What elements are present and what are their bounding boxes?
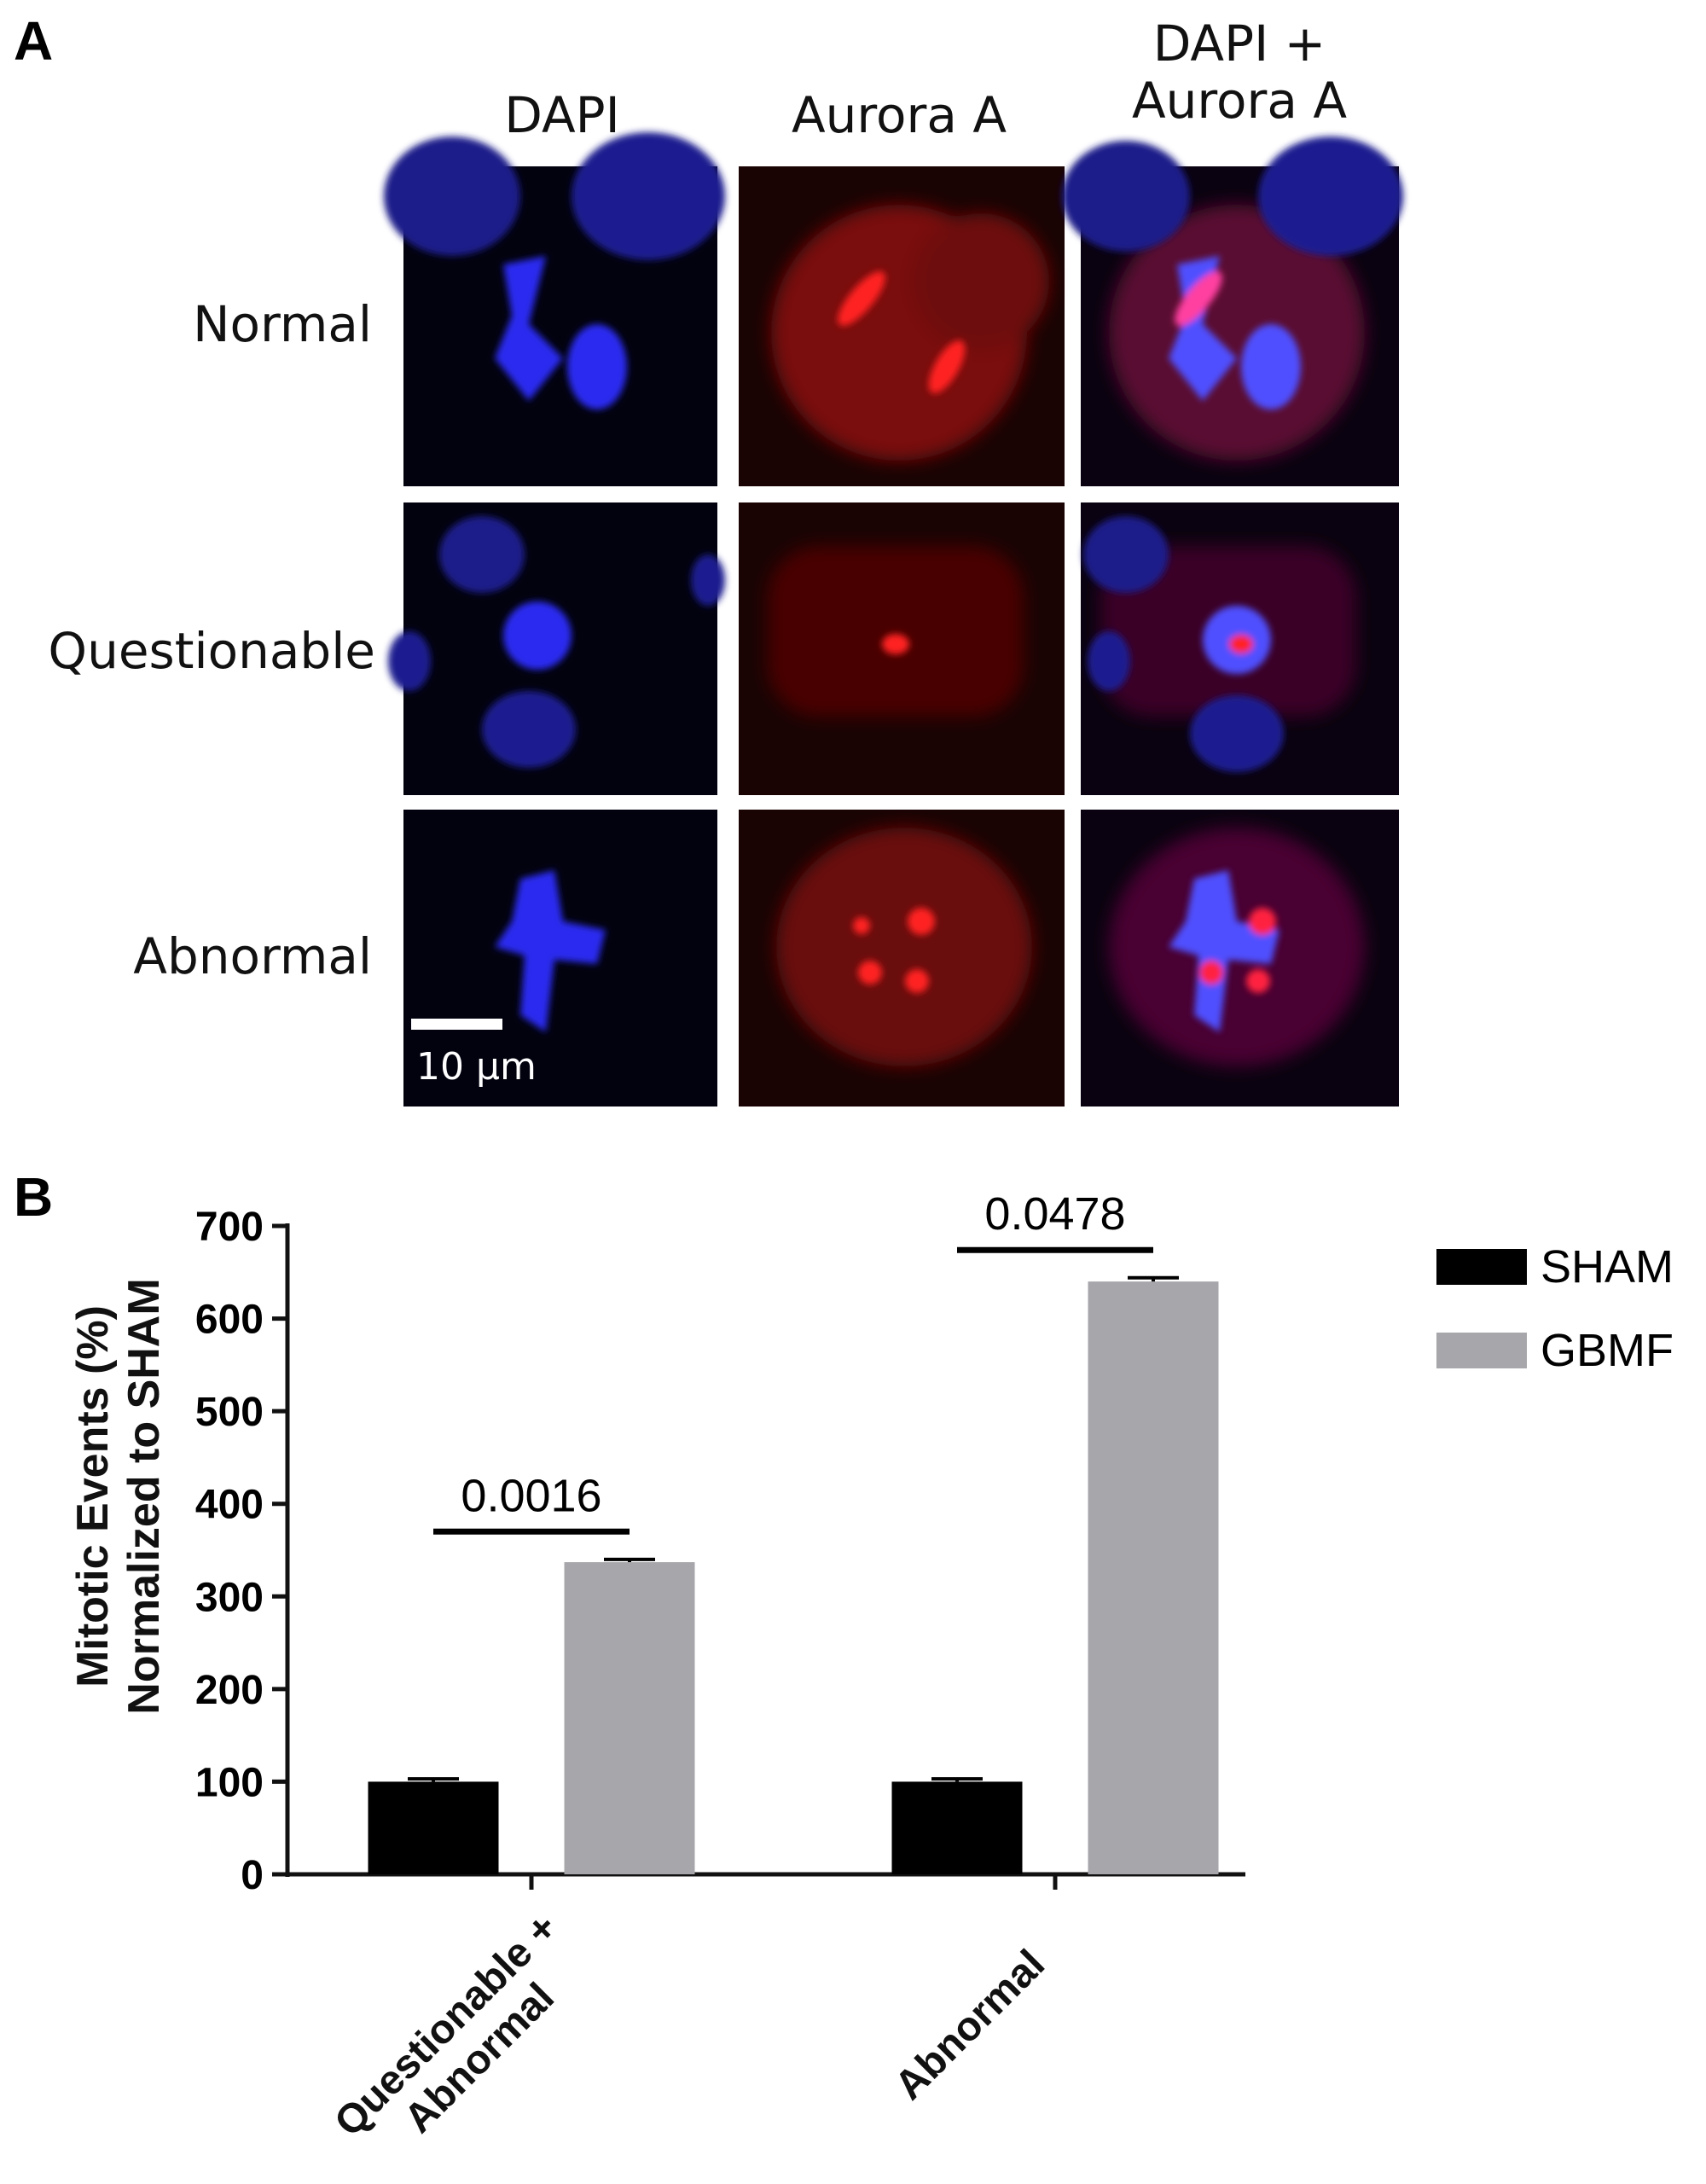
bar: [1088, 1281, 1219, 1874]
scale-bar-label: 10 µm: [416, 1045, 537, 1089]
micrographs: [384, 132, 1403, 1107]
row-label: Abnormal: [133, 927, 372, 985]
column-header: Aurora A: [792, 86, 1007, 144]
column-header: DAPI: [504, 86, 619, 144]
panel-label: B: [14, 1166, 53, 1228]
y-axis-label: Mitotic Events (%) Normalized to SHAM: [68, 1278, 169, 1715]
bar: [368, 1781, 499, 1874]
legend-label: GBMF: [1541, 1325, 1674, 1376]
panel-label: A: [14, 10, 53, 72]
bar: [891, 1781, 1023, 1874]
row-label: Questionable: [48, 622, 375, 680]
p-value: 0.0016: [461, 1470, 601, 1521]
p-value: 0.0478: [984, 1188, 1125, 1240]
y-tick-label: 500: [195, 1390, 264, 1435]
legend-swatch: [1436, 1333, 1527, 1368]
scale-bar: [411, 1019, 502, 1030]
y-tick-label: 600: [195, 1298, 264, 1343]
y-tick-label: 200: [195, 1668, 264, 1713]
legend-label: SHAM: [1541, 1241, 1674, 1292]
column-header: DAPI + Aurora A: [1132, 15, 1347, 130]
bar: [564, 1562, 695, 1874]
y-tick-label: 700: [195, 1205, 264, 1250]
y-tick-label: 0: [241, 1853, 264, 1898]
y-tick-label: 300: [195, 1575, 264, 1620]
row-label: Normal: [193, 295, 372, 353]
y-tick-label: 400: [195, 1483, 264, 1528]
y-tick-label: 100: [195, 1760, 264, 1805]
legend-swatch: [1436, 1249, 1527, 1285]
